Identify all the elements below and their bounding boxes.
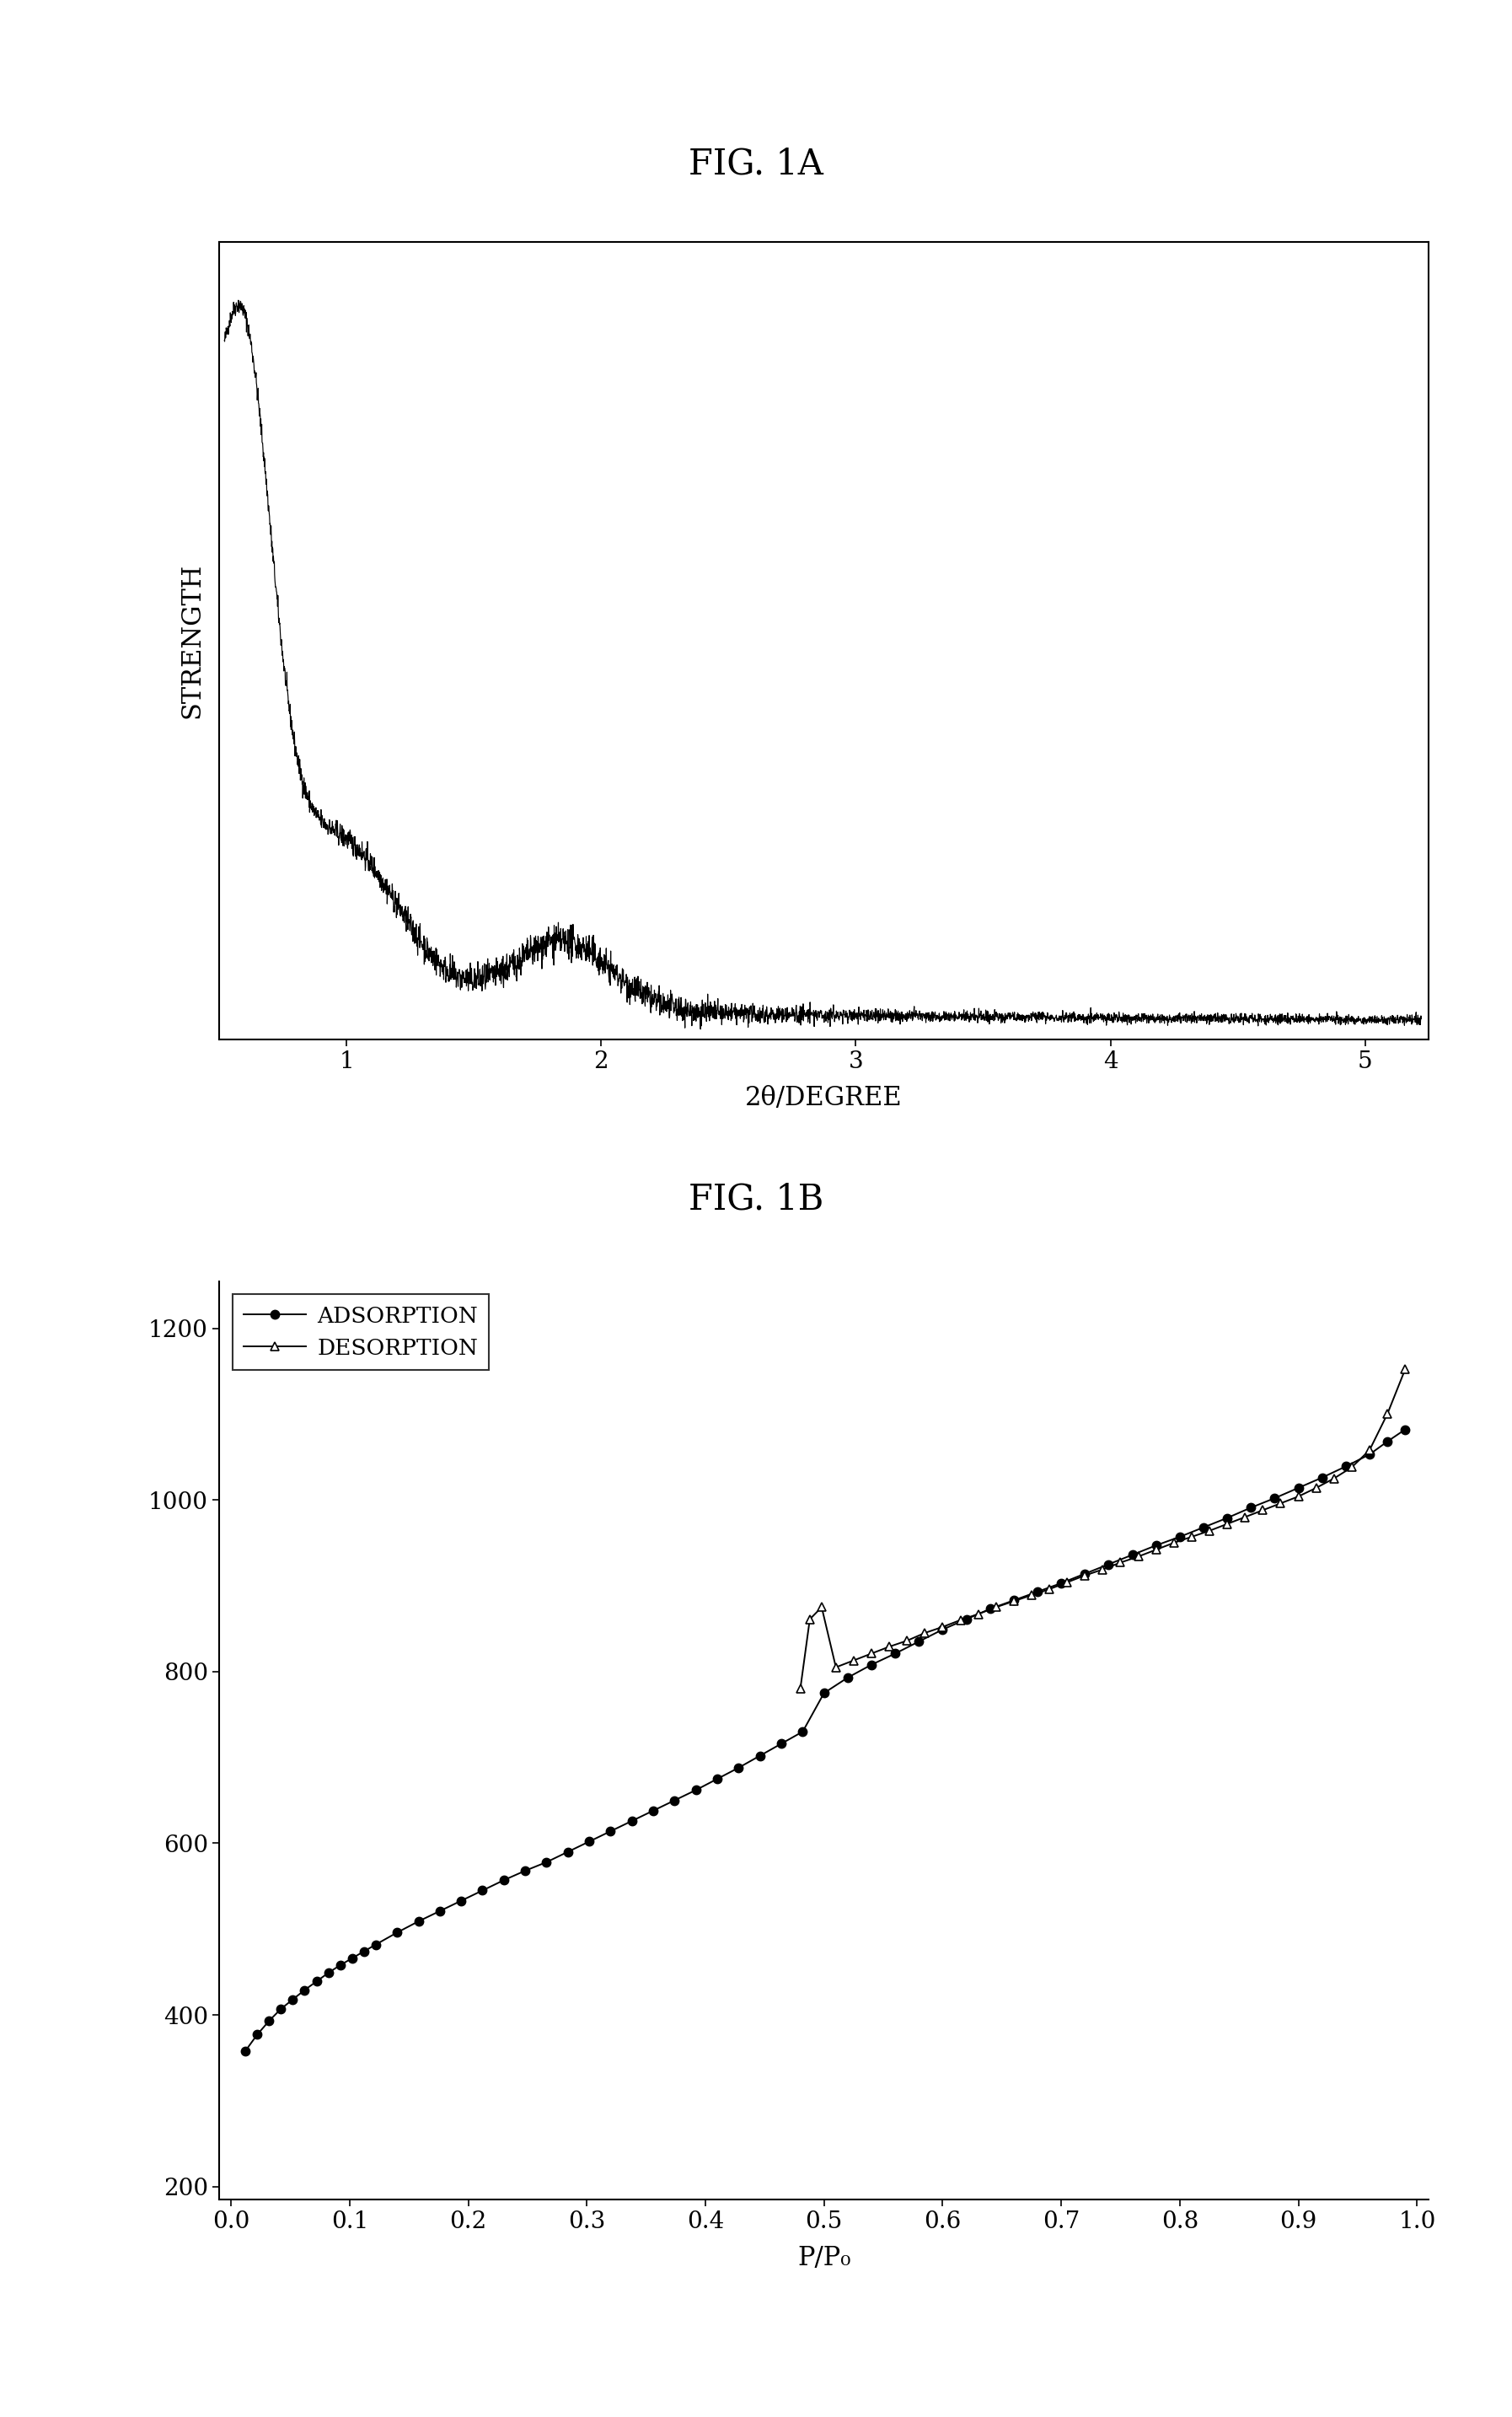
DESORPTION — [1111, 1547, 1129, 1576]
DESORPTION — [845, 1646, 863, 1675]
Y-axis label: STRENGTH: STRENGTH — [178, 563, 206, 718]
X-axis label: 2θ/DEGREE: 2θ/DEGREE — [745, 1085, 903, 1112]
DESORPTION — [812, 1593, 830, 1622]
Line: ADSORPTION: ADSORPTION — [240, 1426, 1409, 2054]
DESORPTION — [862, 1639, 880, 1668]
DESORPTION — [987, 1593, 1005, 1622]
ADSORPTION — [1361, 1441, 1379, 1470]
DESORPTION — [1022, 1581, 1040, 1610]
DESORPTION — [1148, 1535, 1166, 1564]
ADSORPTION — [410, 1907, 428, 1936]
DESORPTION — [1077, 1561, 1095, 1590]
DESORPTION — [1379, 1399, 1397, 1428]
DESORPTION — [1306, 1474, 1325, 1503]
ADSORPTION — [1396, 1414, 1414, 1443]
DESORPTION — [1253, 1496, 1272, 1525]
DESORPTION — [1058, 1569, 1077, 1598]
ADSORPTION — [1194, 1513, 1213, 1542]
Text: FIG. 1B: FIG. 1B — [688, 1182, 824, 1216]
DESORPTION — [1093, 1554, 1111, 1583]
DESORPTION — [1129, 1542, 1148, 1571]
ADSORPTION — [957, 1605, 975, 1634]
Line: DESORPTION: DESORPTION — [795, 1366, 1409, 1694]
DESORPTION — [880, 1631, 898, 1660]
DESORPTION — [1343, 1453, 1361, 1482]
DESORPTION — [801, 1605, 820, 1634]
DESORPTION — [951, 1605, 969, 1634]
DESORPTION — [898, 1627, 916, 1656]
DESORPTION — [1290, 1482, 1308, 1511]
DESORPTION — [916, 1619, 934, 1648]
ADSORPTION — [431, 1897, 449, 1926]
DESORPTION — [1361, 1436, 1379, 1465]
DESORPTION — [1219, 1511, 1237, 1540]
DESORPTION — [1325, 1465, 1343, 1494]
DESORPTION — [1040, 1573, 1058, 1602]
DESORPTION — [969, 1600, 987, 1629]
DESORPTION — [1164, 1528, 1182, 1557]
DESORPTION — [1201, 1515, 1219, 1544]
ADSORPTION — [1052, 1569, 1070, 1598]
Legend: ADSORPTION, DESORPTION: ADSORPTION, DESORPTION — [233, 1296, 488, 1370]
DESORPTION — [827, 1653, 845, 1682]
DESORPTION — [1396, 1356, 1414, 1385]
DESORPTION — [1235, 1503, 1253, 1532]
DESORPTION — [1272, 1489, 1290, 1518]
DESORPTION — [1004, 1586, 1022, 1615]
DESORPTION — [933, 1612, 951, 1641]
Text: FIG. 1A: FIG. 1A — [688, 147, 824, 181]
DESORPTION — [1182, 1523, 1201, 1552]
ADSORPTION — [236, 2038, 254, 2067]
X-axis label: P/P₀: P/P₀ — [797, 2245, 851, 2272]
DESORPTION — [791, 1675, 809, 1704]
